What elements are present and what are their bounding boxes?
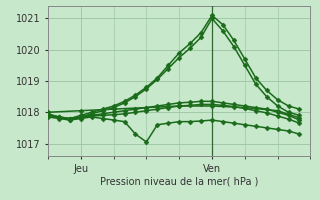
X-axis label: Pression niveau de la mer( hPa ): Pression niveau de la mer( hPa ) [100, 176, 258, 186]
